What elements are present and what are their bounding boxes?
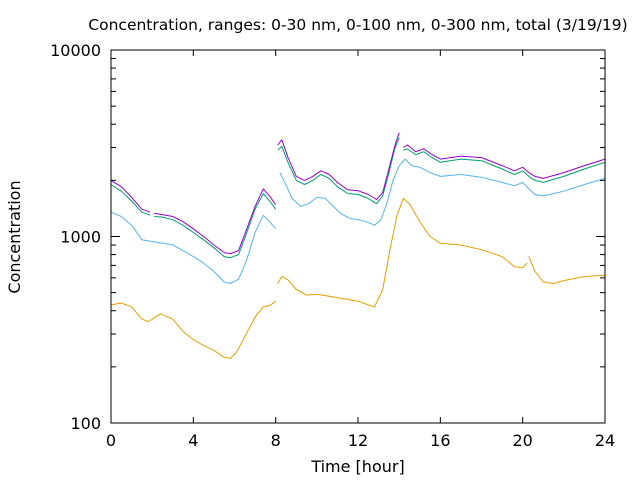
x-tick-label: 8 xyxy=(271,431,281,450)
y-tick-label: 100 xyxy=(70,414,101,433)
x-tick-label: 16 xyxy=(430,431,450,450)
x-tick-label: 24 xyxy=(595,431,615,450)
series-line-0 xyxy=(110,197,606,359)
plot-frame xyxy=(110,49,606,424)
chart-title: Concentration, ranges: 0-30 nm, 0-100 nm… xyxy=(88,16,627,34)
axis-ticks xyxy=(110,49,606,424)
y-tick-label: 1000 xyxy=(60,228,101,247)
x-axis-label: Time [hour] xyxy=(310,457,404,476)
x-tick-label: 0 xyxy=(106,431,116,450)
axis-tick-labels: 0 4 8 12 16 20 24 100 1000 10000 xyxy=(50,41,615,450)
series-line-3 xyxy=(110,132,606,255)
series-line-2 xyxy=(110,137,606,259)
series-group xyxy=(110,132,606,359)
y-axis-label: Concentration xyxy=(5,180,24,293)
x-tick-label: 12 xyxy=(348,431,368,450)
y-tick-label: 10000 xyxy=(50,41,101,60)
series-line-1 xyxy=(110,158,606,284)
x-tick-label: 4 xyxy=(188,431,198,450)
x-tick-label: 20 xyxy=(512,431,532,450)
